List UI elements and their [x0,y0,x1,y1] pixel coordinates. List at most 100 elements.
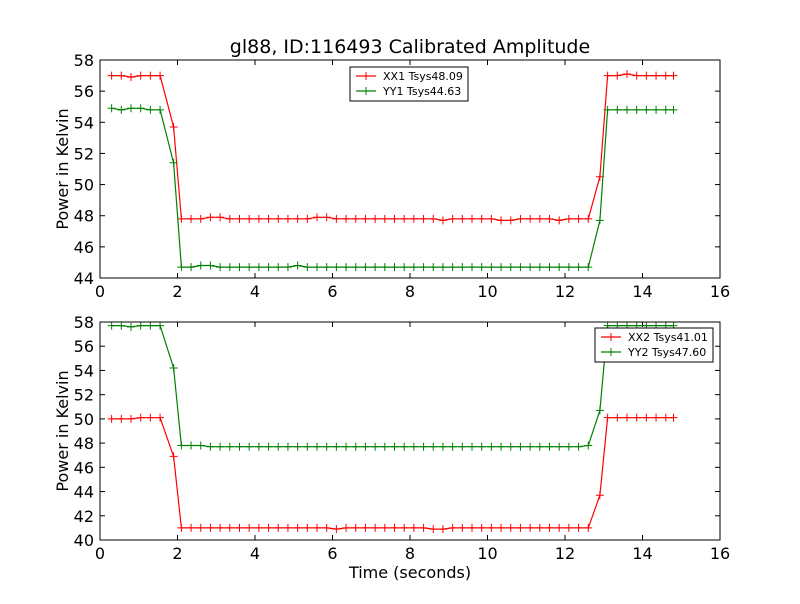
data-point [303,214,312,223]
data-point [595,491,604,500]
data-point [196,523,205,532]
legend: XX2 Tsys41.01 YY2 Tsys47.60 [594,327,714,363]
data-point [254,442,263,451]
data-point [487,263,496,272]
chart-title: gl88, ID:116493 Calibrated Amplitude [230,36,590,58]
data-point [146,105,155,114]
x-tick-label: 6 [327,282,337,301]
data-point [487,214,496,223]
data-point [468,214,476,223]
data-point [438,525,447,534]
data-point [613,413,622,422]
data-point [448,263,457,272]
y-axis-label: Power in Kelvin [53,370,72,491]
data-point [225,263,234,272]
data-point [574,214,583,223]
data-point [448,442,457,451]
data-point [283,214,292,223]
y-tick-label: 42 [74,507,94,526]
data-point [632,71,641,80]
data-point [574,442,583,451]
data-point [107,414,116,423]
data-point [429,442,438,451]
data-point [216,442,225,451]
data-point [293,261,302,270]
data-point [127,414,135,423]
data-point [293,214,302,223]
data-point [390,263,399,272]
data-point [342,214,351,223]
data-point [545,263,554,272]
data-point [216,213,225,222]
data-point [419,214,428,223]
data-point [169,122,178,131]
data-point [390,214,399,223]
data-point [136,322,145,330]
data-point [438,216,447,225]
data-point [274,214,283,223]
data-point [506,523,515,532]
y-axis-label: Power in Kelvin [53,108,72,229]
data-point [642,105,651,114]
data-point [245,214,254,223]
series-line-1 [111,417,674,530]
data-point [526,263,535,272]
x-tick-label: 12 [555,282,575,301]
legend-marker [362,72,370,80]
data-point [206,523,215,532]
data-point [169,158,178,167]
data-point [196,441,205,450]
series-line-2 [111,325,674,448]
data-point [342,442,351,451]
data-point [107,322,116,330]
x-tick-label: 14 [632,282,652,301]
y-tick-label: 50 [74,410,94,429]
data-point [584,214,593,223]
data-point [146,71,155,80]
y-tick-label: 58 [74,313,94,332]
data-point [661,105,670,114]
data-point [225,214,234,223]
data-point [564,523,573,532]
data-point [169,364,178,373]
data-point [361,442,370,451]
data-point [254,214,263,223]
y-tick-label: 54 [74,113,94,132]
data-point [380,214,389,223]
data-point [652,105,661,114]
data-point [187,523,196,532]
data-point [429,214,438,223]
data-point [564,214,573,223]
data-point [584,263,593,272]
data-point [264,263,273,272]
data-point [661,71,670,80]
data-point [642,71,651,80]
data-point [516,523,525,532]
data-point [283,442,292,451]
series-group [107,70,678,272]
data-point [584,523,593,532]
data-point [136,71,145,80]
data-point [468,263,476,272]
data-point [458,523,467,532]
data-point [303,523,312,532]
data-point [516,214,525,223]
data-point [361,263,370,272]
x-tick-label: 6 [327,544,337,563]
data-point [516,263,525,272]
data-point [313,523,321,532]
y-tick-label: 50 [74,176,94,195]
data-point [127,73,135,82]
data-point [409,523,418,532]
data-point [545,214,554,223]
data-point [497,216,506,225]
x-tick-label: 8 [405,282,415,301]
x-tick-label: 10 [477,544,497,563]
data-point [652,413,661,422]
data-point [429,525,438,534]
y-tick-label: 44 [74,269,94,288]
plot-frame [99,321,721,541]
data-point [564,442,573,451]
data-point [177,214,186,223]
